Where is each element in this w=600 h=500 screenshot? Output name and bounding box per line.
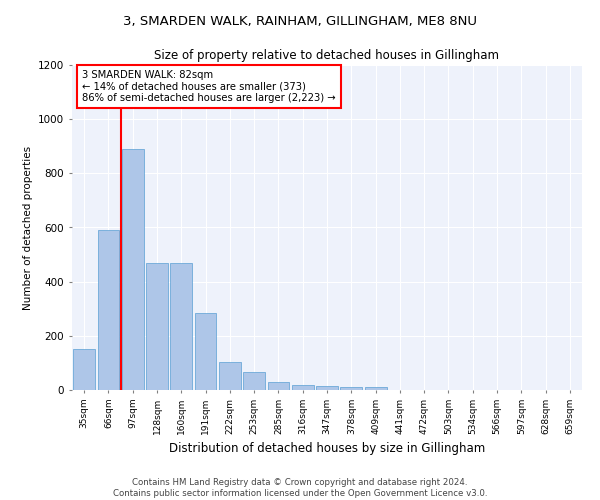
Bar — [316, 386, 338, 390]
Text: 3 SMARDEN WALK: 82sqm
← 14% of detached houses are smaller (373)
86% of semi-det: 3 SMARDEN WALK: 82sqm ← 14% of detached … — [82, 70, 336, 103]
Bar — [219, 362, 241, 390]
Bar — [243, 372, 265, 390]
Title: Size of property relative to detached houses in Gillingham: Size of property relative to detached ho… — [155, 50, 499, 62]
Text: Contains HM Land Registry data © Crown copyright and database right 2024.
Contai: Contains HM Land Registry data © Crown c… — [113, 478, 487, 498]
Bar — [340, 388, 362, 390]
Bar — [73, 350, 95, 390]
Bar — [97, 230, 119, 390]
X-axis label: Distribution of detached houses by size in Gillingham: Distribution of detached houses by size … — [169, 442, 485, 456]
Bar — [365, 388, 386, 390]
Bar — [170, 262, 192, 390]
Text: 3, SMARDEN WALK, RAINHAM, GILLINGHAM, ME8 8NU: 3, SMARDEN WALK, RAINHAM, GILLINGHAM, ME… — [123, 15, 477, 28]
Bar — [194, 313, 217, 390]
Bar — [292, 384, 314, 390]
Bar — [268, 382, 289, 390]
Y-axis label: Number of detached properties: Number of detached properties — [23, 146, 32, 310]
Bar — [122, 149, 143, 390]
Bar — [146, 262, 168, 390]
